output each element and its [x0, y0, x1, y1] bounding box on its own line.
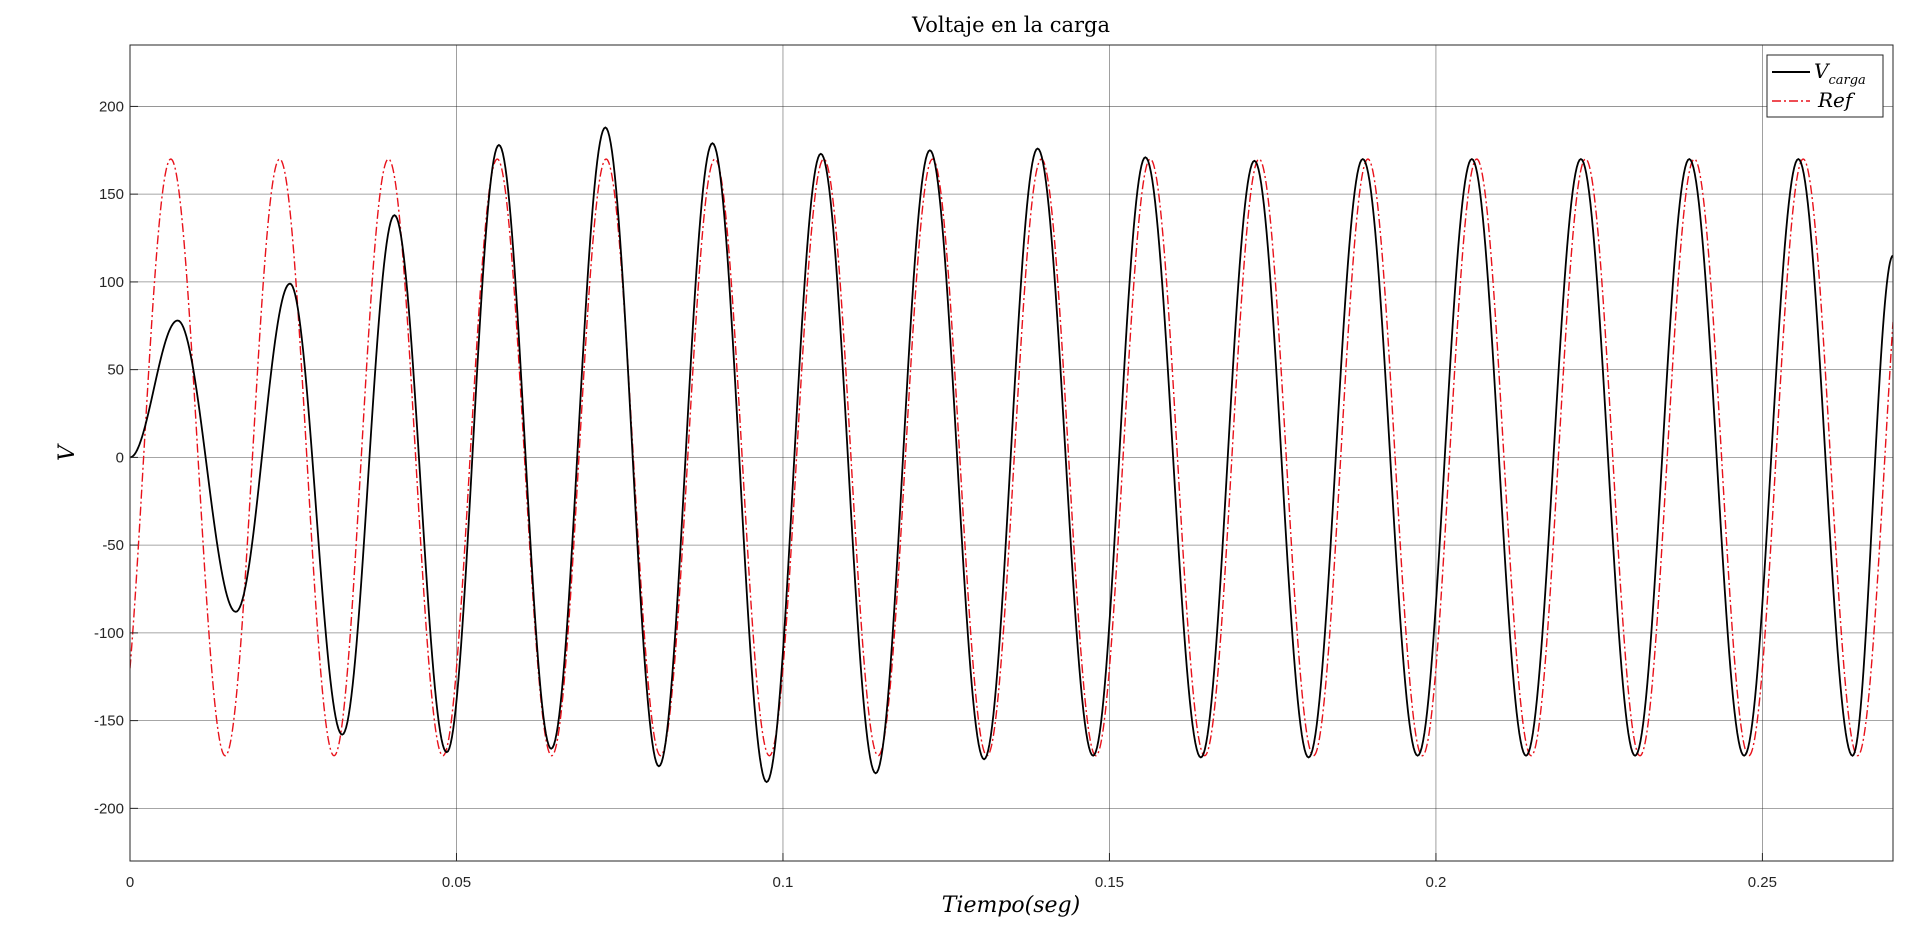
y-tick-label: -200 [94, 800, 124, 817]
legend-label-v-carga: Vcarga [1814, 59, 1866, 88]
y-tick-label: 0 [116, 449, 124, 466]
y-tick-label: 100 [99, 274, 124, 291]
legend-label-ref: Ref [1817, 88, 1856, 112]
legend-label-v-carga-main: V [1814, 59, 1831, 83]
y-tick-label: 50 [107, 362, 124, 379]
legend-box [1766, 54, 1884, 118]
series-v-carga-line [130, 126, 1893, 784]
x-tick-label: 0.25 [1748, 874, 1777, 891]
plot-frame [129, 44, 1894, 862]
x-axis-label: Tiempo(seg) [942, 893, 1080, 918]
x-tick-label: 0.1 [773, 874, 794, 891]
y-tick-label: 200 [99, 98, 124, 115]
y-tick-label: -150 [94, 713, 124, 730]
series-ref-line [130, 158, 1893, 757]
series-layer [130, 126, 1893, 784]
y-tick-label: 150 [99, 186, 124, 203]
x-tick-label: 0 [126, 874, 134, 891]
grid-lines [130, 45, 1893, 861]
x-tick-label: 0.15 [1095, 874, 1124, 891]
legend: Vcarga Ref [1766, 54, 1884, 118]
chart-title: Voltaje en la carga [911, 13, 1110, 37]
tick-labels: 0 0.05 0.1 0.15 0.2 0.25 200 150 100 50 0 -50 -100 -1… [94, 98, 1777, 891]
legend-label-v-carga-sub: carga [1828, 73, 1865, 88]
x-tick-label: 0.05 [442, 874, 471, 891]
x-tick-label: 0.2 [1425, 874, 1446, 891]
y-tick-label: -50 [102, 537, 124, 554]
y-tick-label: -100 [94, 625, 124, 642]
y-axis-label: V [55, 443, 80, 461]
